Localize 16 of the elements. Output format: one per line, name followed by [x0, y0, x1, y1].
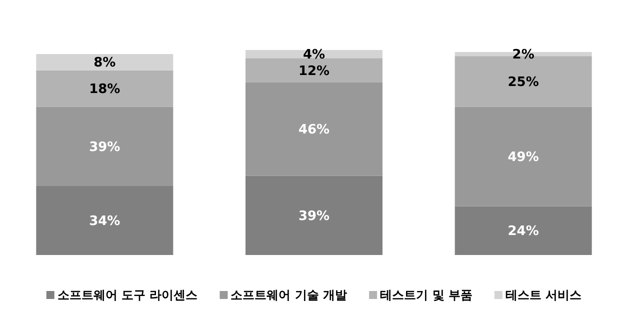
data-label: 2%	[512, 48, 534, 63]
legend-label: 소프트웨어 기술 개발	[230, 288, 348, 302]
data-label: 34%	[89, 214, 120, 229]
data-label: 39%	[298, 208, 330, 224]
legend-label: 소프트웨어 도구 라이센스	[57, 288, 198, 302]
data-label: 4%	[302, 48, 326, 63]
data-label: 24%	[508, 224, 539, 240]
legend-label: 테스트기 및 부품	[380, 288, 472, 302]
data-label: 46%	[298, 122, 330, 138]
data-label: 25%	[508, 74, 539, 90]
legend-label: 테스트 서비스	[505, 288, 582, 302]
data-label: 12%	[298, 64, 330, 79]
data-label: 8%	[94, 56, 116, 71]
data-label: 39%	[89, 140, 120, 155]
data-label: 49%	[508, 150, 539, 166]
data-label: 18%	[89, 82, 120, 98]
